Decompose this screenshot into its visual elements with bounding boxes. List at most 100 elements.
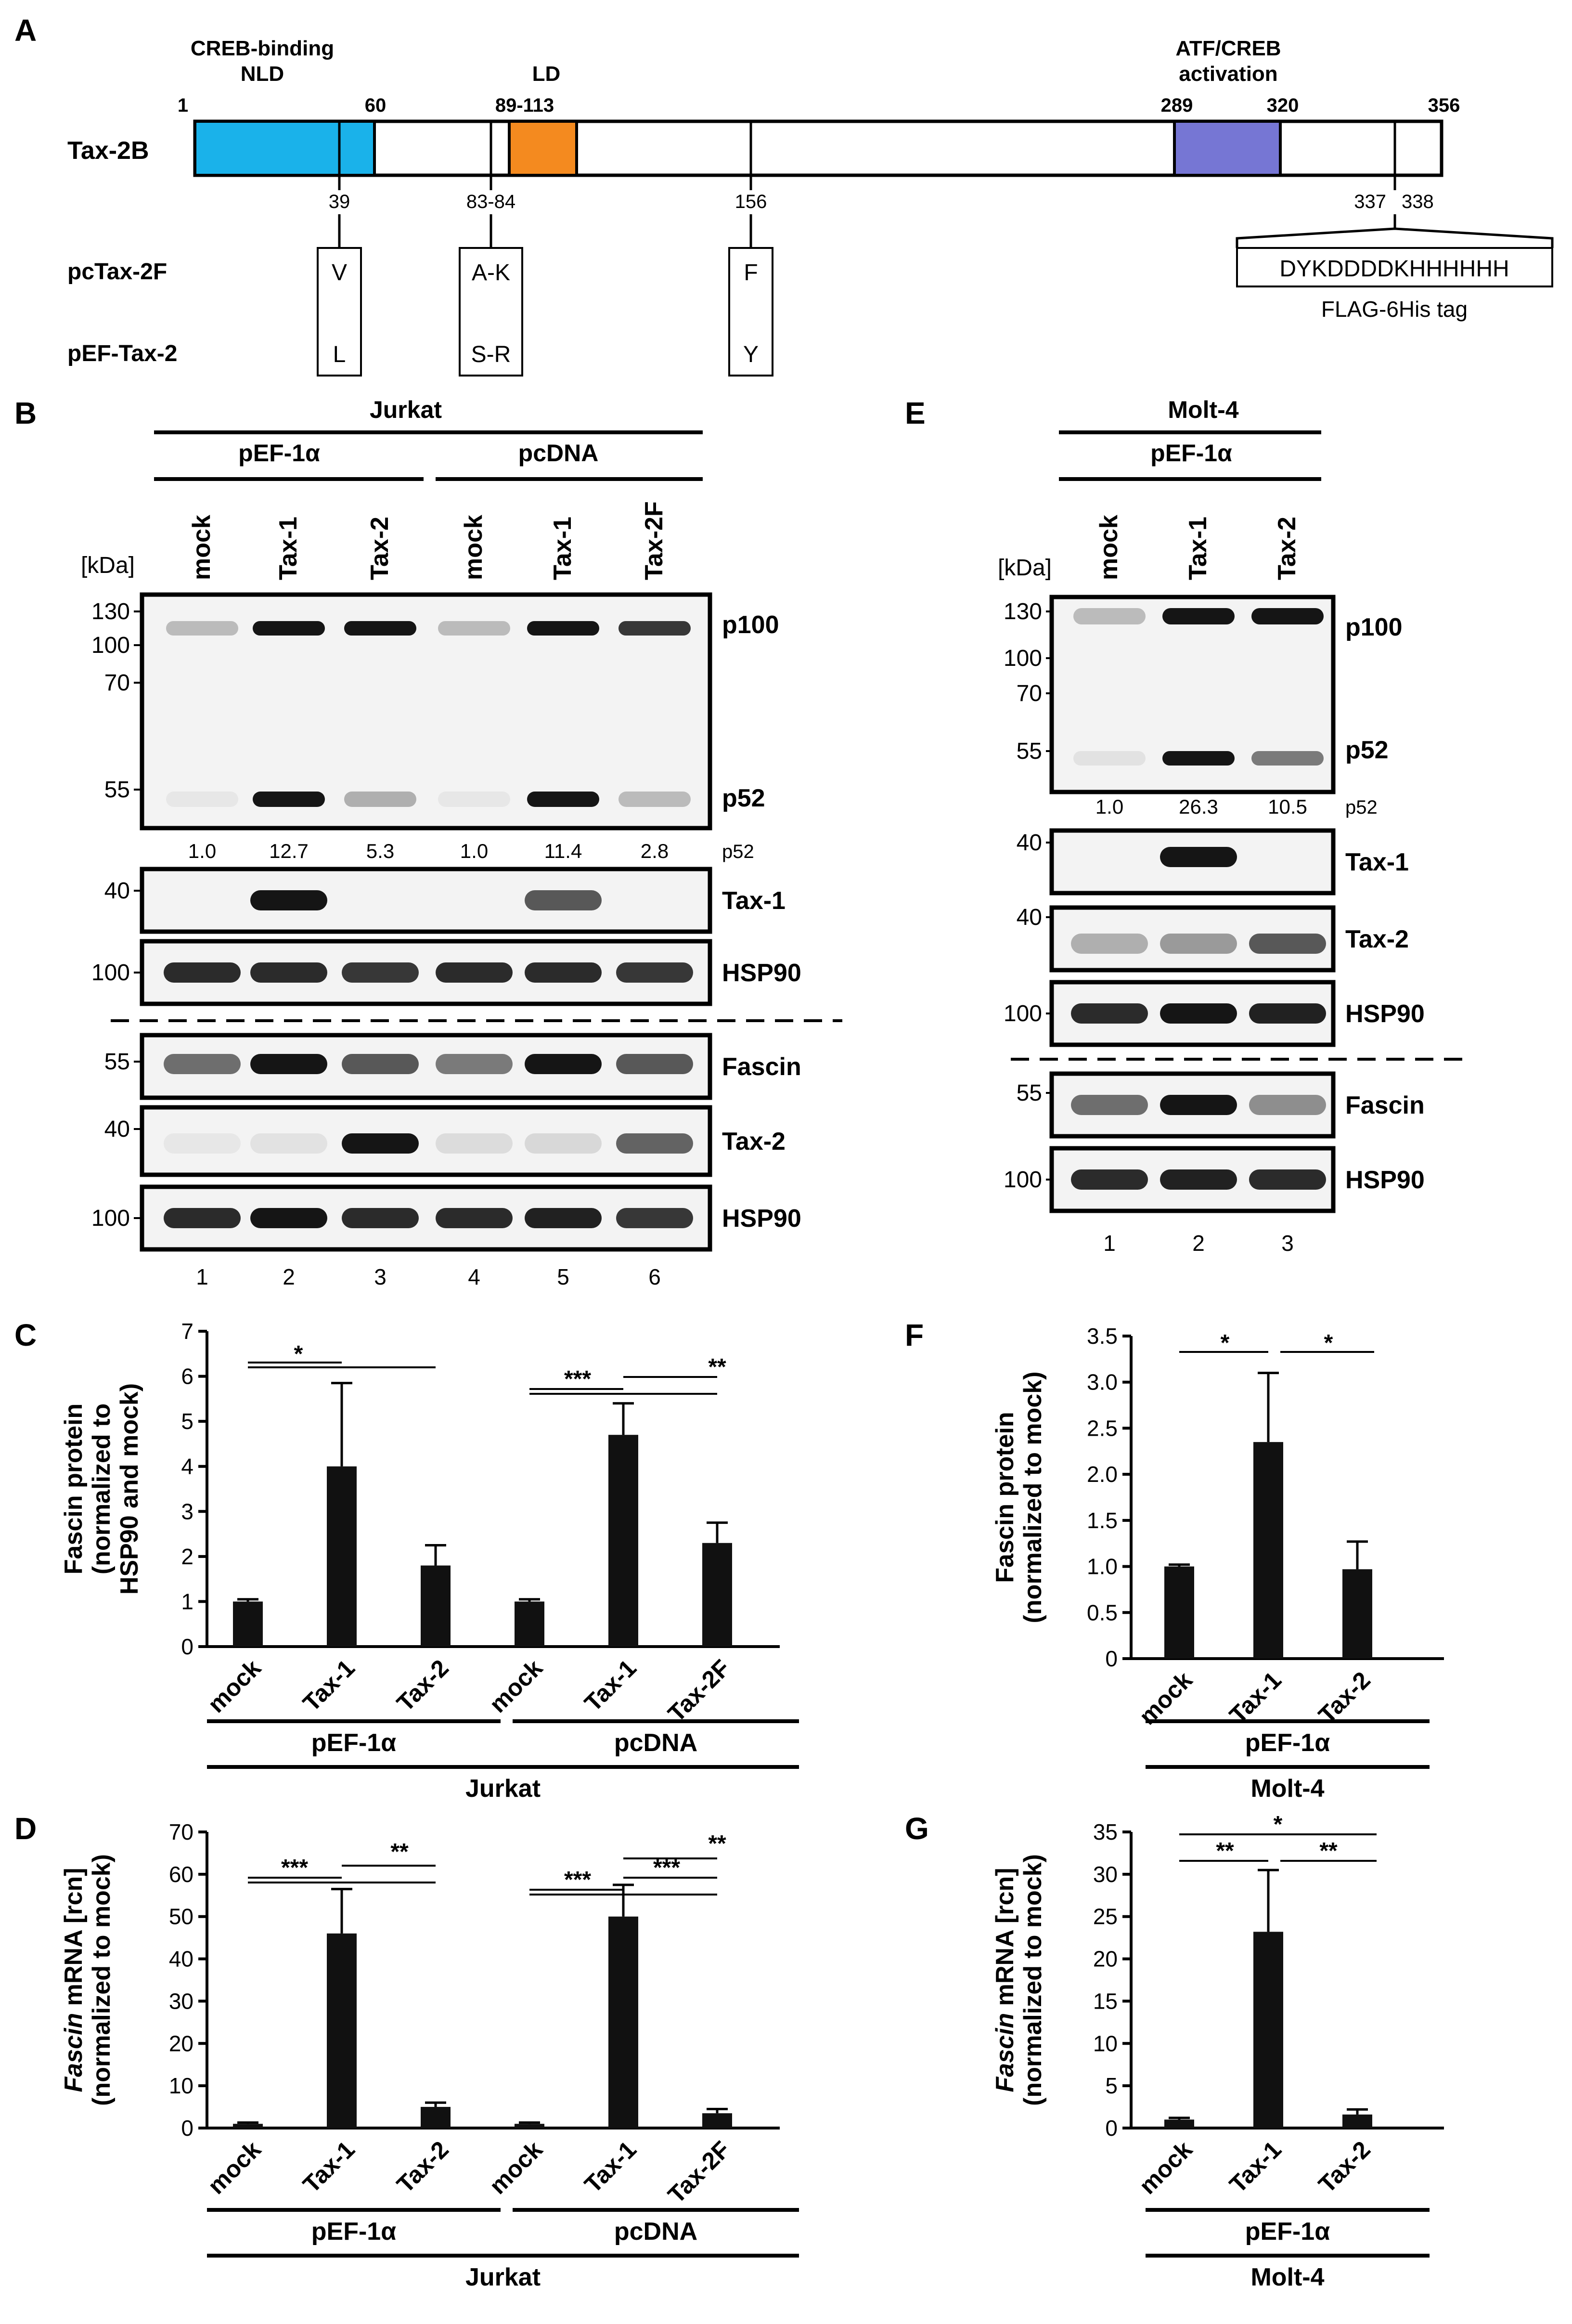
mw-marker: 100 bbox=[91, 1206, 130, 1231]
blot-membrane bbox=[140, 867, 712, 934]
panel-label-g: G bbox=[905, 1811, 929, 1846]
y-tick-label: 70 bbox=[169, 1819, 193, 1844]
b-vector-pcdna: pcDNA bbox=[518, 440, 599, 467]
panel-b: B Jurkat pEF-1α pcDNA mock Tax-1 Tax-2 mock… bbox=[14, 396, 842, 1289]
p52-quant-value: 12.7 bbox=[269, 840, 309, 862]
blot-band bbox=[1160, 1003, 1237, 1024]
b-lane-labels: mock Tax-1 Tax-2 mock Tax-1 Tax-2F bbox=[188, 501, 668, 580]
lane-label: Tax-2 bbox=[366, 517, 394, 580]
blot-band bbox=[250, 962, 327, 983]
blot-band bbox=[616, 962, 693, 983]
bar bbox=[233, 2124, 263, 2128]
p52-quant-value: 1.0 bbox=[188, 840, 216, 862]
y-axis-label: Fascin protein bbox=[60, 1403, 88, 1574]
mw-marker: 100 bbox=[1004, 1167, 1042, 1193]
bar bbox=[702, 1543, 732, 1647]
x-tick-label: Tax-1 bbox=[297, 1654, 360, 1716]
p52-quant-value: 1.0 bbox=[1095, 795, 1123, 818]
significance-label: *** bbox=[653, 1855, 680, 1881]
group-label: pEF-1α bbox=[311, 1729, 396, 1757]
cell-line-label: Jurkat bbox=[465, 1775, 541, 1803]
bar bbox=[1164, 2119, 1194, 2128]
blot-band bbox=[250, 1208, 327, 1228]
x-tick-label: Tax-2 bbox=[391, 2136, 453, 2198]
p52-quant-value: 10.5 bbox=[1268, 795, 1307, 818]
b-cell-line: Jurkat bbox=[370, 396, 442, 423]
p52-quant-value: 1.0 bbox=[460, 840, 488, 862]
x-tick-label: Tax-1 bbox=[579, 2136, 641, 2198]
significance-label: ** bbox=[708, 1354, 726, 1380]
pos-289: 289 bbox=[1161, 95, 1193, 116]
pos-1: 1 bbox=[178, 95, 188, 116]
blot-band bbox=[436, 1208, 513, 1228]
mw-marker: 40 bbox=[1017, 905, 1042, 930]
blot-band bbox=[342, 1208, 419, 1228]
residue-l: L bbox=[333, 342, 346, 367]
x-tick-label: mock bbox=[1134, 2136, 1198, 2199]
b-vector-pef: pEF-1α bbox=[238, 440, 320, 467]
panel-label-f: F bbox=[905, 1318, 924, 1352]
cell-line-label: Molt-4 bbox=[1250, 2263, 1324, 2291]
mw-marker: 100 bbox=[91, 960, 130, 986]
significance-label: ** bbox=[1319, 1838, 1338, 1864]
blot-band bbox=[342, 1054, 419, 1074]
e-blots: 130 100 70 55 p100 p52 1.0 26.3 10.5 p52 Tax-1 40 Ta… bbox=[1004, 595, 1425, 1256]
p52-quant-label: p52 bbox=[1345, 797, 1378, 818]
y-tick-label: 4 bbox=[181, 1454, 193, 1479]
pos-356: 356 bbox=[1428, 95, 1460, 116]
blot-band bbox=[525, 1054, 602, 1074]
blot-band bbox=[1071, 1095, 1148, 1115]
mw-marker: 40 bbox=[104, 1117, 130, 1142]
ld-domain bbox=[509, 123, 577, 174]
blot-band bbox=[342, 890, 419, 910]
atf-domain bbox=[1174, 123, 1280, 174]
p52-quant-value: 2.8 bbox=[641, 840, 669, 862]
y-tick-label: 0 bbox=[1105, 2116, 1118, 2141]
y-tick-label: 2.5 bbox=[1087, 1415, 1118, 1441]
blot-label: Tax-2 bbox=[722, 1128, 786, 1156]
y-axis-label-2: (normalized to mock) bbox=[88, 1854, 116, 2106]
blot-band bbox=[164, 1054, 241, 1074]
y-tick-label: 6 bbox=[181, 1364, 193, 1389]
blot-band bbox=[525, 962, 602, 983]
blot-label: HSP90 bbox=[722, 959, 801, 987]
blot-band bbox=[250, 1133, 327, 1154]
y-tick-label: 2 bbox=[181, 1544, 193, 1569]
blot-band bbox=[527, 792, 599, 807]
mw-marker: 55 bbox=[1017, 739, 1042, 764]
significance-label: * bbox=[1221, 1330, 1230, 1356]
blot-band bbox=[436, 1054, 513, 1074]
blot-band bbox=[1249, 1169, 1326, 1190]
blot-band bbox=[164, 962, 241, 983]
protein-name: Tax-2B bbox=[67, 137, 149, 165]
lane-label: Tax-2 bbox=[1273, 517, 1301, 580]
blot-band bbox=[1071, 847, 1148, 867]
panel-label-e: E bbox=[905, 396, 926, 430]
e-lane-labels: mock Tax-1 Tax-2 bbox=[1095, 515, 1301, 580]
tag-sequence: DYKDDDDKHHHHHH bbox=[1279, 256, 1509, 282]
bar bbox=[1253, 1442, 1283, 1659]
x-tick-label: Tax-1 bbox=[1224, 2136, 1286, 2198]
blot-label: HSP90 bbox=[722, 1205, 801, 1233]
lane-number: 4 bbox=[468, 1264, 480, 1289]
lane-number: 2 bbox=[283, 1264, 295, 1289]
x-tick-label: mock bbox=[203, 2136, 266, 2199]
x-tick-label: mock bbox=[484, 1654, 548, 1718]
panel-label-b: B bbox=[14, 396, 37, 430]
group-label: pEF-1α bbox=[311, 2218, 396, 2246]
panel-label-a: A bbox=[14, 13, 37, 48]
site-83-84: 83-84 bbox=[466, 191, 515, 212]
bar bbox=[1253, 1932, 1283, 2128]
p52-quant-value: 26.3 bbox=[1179, 795, 1218, 818]
blot-band bbox=[527, 621, 599, 636]
p52-quant-label: p52 bbox=[722, 841, 754, 862]
blot-band bbox=[1162, 751, 1235, 766]
e-cell-line: Molt-4 bbox=[1168, 396, 1238, 423]
site-338: 338 bbox=[1402, 191, 1434, 212]
significance-label: *** bbox=[564, 1867, 591, 1893]
bar bbox=[233, 1601, 263, 1647]
ld-label: LD bbox=[532, 62, 561, 86]
blot-label: HSP90 bbox=[1345, 1166, 1425, 1194]
